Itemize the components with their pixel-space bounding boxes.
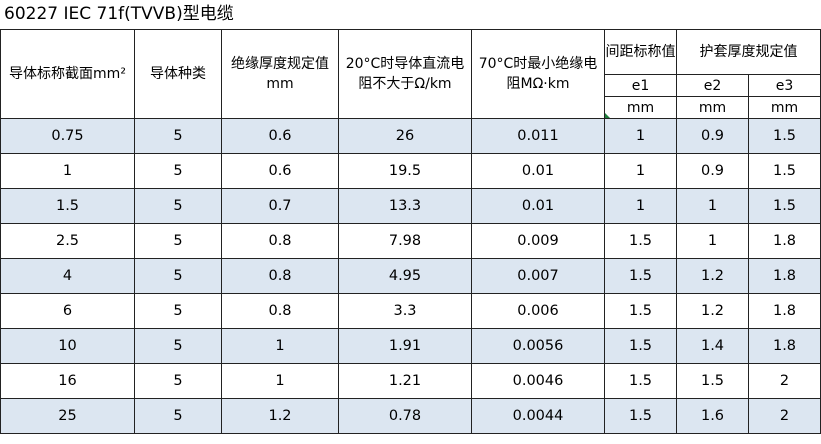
cell-insulation-resistance-70c: 0.01: [471, 153, 605, 189]
cell-resistance-20c: 1.91: [338, 328, 472, 364]
header-unit-e1: mm: [604, 96, 677, 119]
cell-e2: 0.9: [676, 153, 749, 189]
cell-e1: 1: [604, 118, 677, 154]
cell-insulation-resistance-70c: 0.01: [471, 188, 605, 224]
cell-cross-section: 0.75: [0, 118, 135, 154]
cell-insulation-resistance-70c: 0.009: [471, 223, 605, 259]
cell-cross-section: 16: [0, 363, 135, 399]
table-row: 0.75 5 0.6 26 0.011 1 0.9 1.5: [0, 118, 821, 154]
cell-insulation-resistance-70c: 0.007: [471, 258, 605, 294]
cell-resistance-20c: 4.95: [338, 258, 472, 294]
header-e2: e2: [676, 74, 749, 97]
cell-cross-section: 4: [0, 258, 135, 294]
cell-e2: 1.5: [676, 363, 749, 399]
header-sheath-thickness: 护套厚度规定值: [676, 29, 821, 75]
cell-cross-section: 1: [0, 153, 135, 189]
cell-e2: 1.6: [676, 398, 749, 434]
cell-insulation-thickness: 1.2: [221, 398, 339, 434]
cell-resistance-20c: 0.78: [338, 398, 472, 434]
table-body: 0.75 5 0.6 26 0.011 1 0.9 1.5 1 5 0.6 19.5 0.01 1 0.9 1…: [0, 118, 821, 434]
header-unit-e3: mm: [748, 96, 821, 119]
cell-resistance-20c: 3.3: [338, 293, 472, 329]
cell-conductor-type: 5: [134, 293, 222, 329]
header-e1: e1: [604, 74, 677, 97]
cell-insulation-resistance-70c: 0.0044: [471, 398, 605, 434]
cell-conductor-type: 5: [134, 223, 222, 259]
header-unit-e2: mm: [676, 96, 749, 119]
cell-e3: 2: [748, 363, 821, 399]
cell-e3: 1.5: [748, 188, 821, 224]
cell-resistance-20c: 26: [338, 118, 472, 154]
header-spacing-nominal: 间距标称值: [604, 29, 677, 75]
cell-insulation-thickness: 0.6: [221, 153, 339, 189]
cell-e2: 1.2: [676, 293, 749, 329]
cell-insulation-resistance-70c: 0.006: [471, 293, 605, 329]
cell-insulation-thickness: 0.8: [221, 293, 339, 329]
table-row: 1 5 0.6 19.5 0.01 1 0.9 1.5: [0, 153, 821, 189]
cell-e1: 1: [604, 188, 677, 224]
cell-insulation-resistance-70c: 0.011: [471, 118, 605, 154]
cell-e1: 1.5: [604, 398, 677, 434]
header-insulation-resistance-70c: 70°C时最小绝缘电阻MΩ·km: [471, 29, 605, 119]
cell-insulation-thickness: 1: [221, 328, 339, 364]
cell-conductor-type: 5: [134, 398, 222, 434]
table-row: 1.5 5 0.7 13.3 0.01 1 1 1.5: [0, 188, 821, 224]
header-conductor-type: 导体种类: [134, 29, 222, 119]
cell-conductor-type: 5: [134, 188, 222, 224]
cell-e2: 0.9: [676, 118, 749, 154]
cable-spec-table: 导体标称截面mm² 导体种类 绝缘厚度规定值mm 20°C时导体直流电阻不大于Ω/km…: [0, 29, 821, 434]
cell-insulation-resistance-70c: 0.0046: [471, 363, 605, 399]
header-resistance-20c: 20°C时导体直流电阻不大于Ω/km: [338, 29, 472, 119]
header-insulation-thickness: 绝缘厚度规定值mm: [221, 29, 339, 119]
cell-insulation-thickness: 0.8: [221, 258, 339, 294]
cell-e3: 1.8: [748, 258, 821, 294]
cell-insulation-thickness: 0.6: [221, 118, 339, 154]
cell-e2: 1: [676, 188, 749, 224]
cell-insulation-resistance-70c: 0.0056: [471, 328, 605, 364]
cell-insulation-thickness: 0.7: [221, 188, 339, 224]
cell-conductor-type: 5: [134, 328, 222, 364]
table-row: 10 5 1 1.91 0.0056 1.5 1.4 1.8: [0, 328, 821, 364]
table-row: 6 5 0.8 3.3 0.006 1.5 1.2 1.8: [0, 293, 821, 329]
cell-e2: 1.4: [676, 328, 749, 364]
header-cross-section: 导体标称截面mm²: [0, 29, 135, 119]
cell-e3: 2: [748, 398, 821, 434]
cell-cross-section: 25: [0, 398, 135, 434]
cell-resistance-20c: 7.98: [338, 223, 472, 259]
table-row: 2.5 5 0.8 7.98 0.009 1.5 1 1.8: [0, 223, 821, 259]
cell-e3: 1.8: [748, 223, 821, 259]
cell-insulation-thickness: 1: [221, 363, 339, 399]
cell-e1: 1: [604, 153, 677, 189]
cell-resistance-20c: 19.5: [338, 153, 472, 189]
cell-resistance-20c: 1.21: [338, 363, 472, 399]
cell-e3: 1.5: [748, 118, 821, 154]
cell-conductor-type: 5: [134, 153, 222, 189]
cell-e1: 1.5: [604, 328, 677, 364]
table-row: 25 5 1.2 0.78 0.0044 1.5 1.6 2: [0, 398, 821, 434]
cell-insulation-thickness: 0.8: [221, 223, 339, 259]
cell-cross-section: 6: [0, 293, 135, 329]
cell-conductor-type: 5: [134, 363, 222, 399]
cell-cross-section: 10: [0, 328, 135, 364]
cell-e3: 1.8: [748, 328, 821, 364]
cell-e1: 1.5: [604, 223, 677, 259]
header-e3: e3: [748, 74, 821, 97]
cell-e2: 1.2: [676, 258, 749, 294]
cell-conductor-type: 5: [134, 258, 222, 294]
table-title: 60227 IEC 71f(TVVB)型电缆: [4, 4, 234, 24]
cell-e1: 1.5: [604, 293, 677, 329]
table-row: 16 5 1 1.21 0.0046 1.5 1.5 2: [0, 363, 821, 399]
cell-e3: 1.5: [748, 153, 821, 189]
cell-resistance-20c: 13.3: [338, 188, 472, 224]
cell-cross-section: 2.5: [0, 223, 135, 259]
table-row: 4 5 0.8 4.95 0.007 1.5 1.2 1.8: [0, 258, 821, 294]
table-header: 导体标称截面mm² 导体种类 绝缘厚度规定值mm 20°C时导体直流电阻不大于Ω/km…: [0, 29, 821, 119]
cell-cross-section: 1.5: [0, 188, 135, 224]
cell-e3: 1.8: [748, 293, 821, 329]
cell-e2: 1: [676, 223, 749, 259]
cell-e1: 1.5: [604, 363, 677, 399]
cell-conductor-type: 5: [134, 118, 222, 154]
cell-e1: 1.5: [604, 258, 677, 294]
